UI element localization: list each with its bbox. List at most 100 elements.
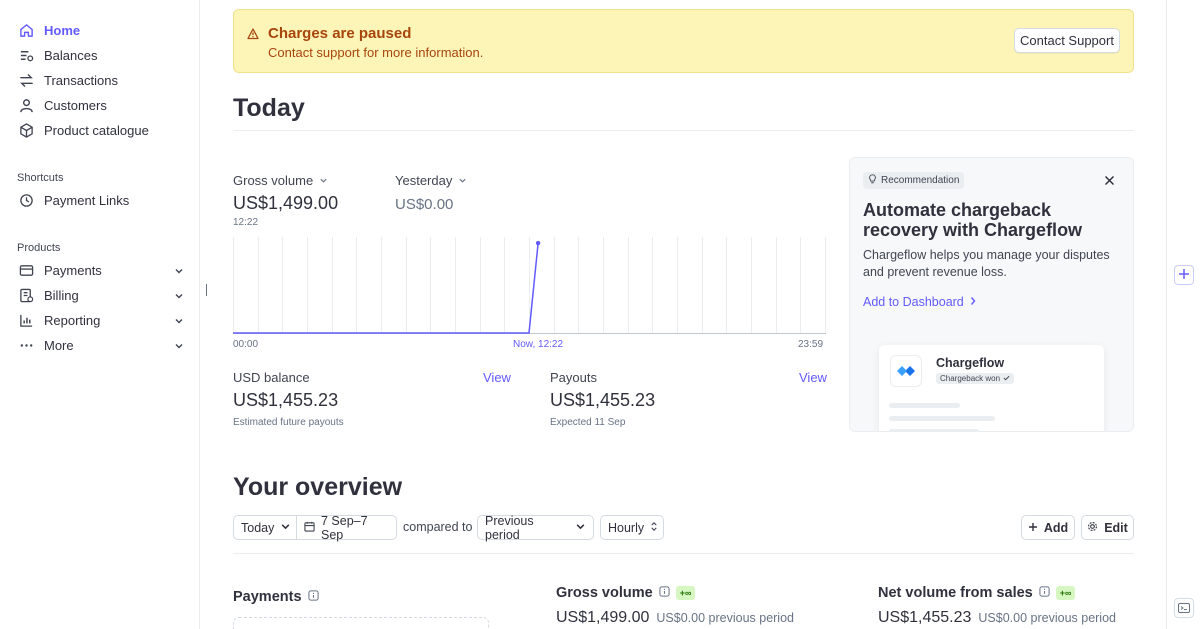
sidebar-item-label: More: [44, 337, 74, 353]
warning-icon: [247, 28, 259, 43]
sidebar-item-reporting[interactable]: Reporting: [18, 310, 184, 330]
chargeflow-logo-icon: [890, 355, 922, 387]
sidebar-item-billing[interactable]: Billing: [18, 285, 184, 305]
gear-icon: [1087, 521, 1098, 535]
terminal-icon: [1178, 601, 1190, 616]
comparison-label: Previous period: [485, 513, 534, 542]
chevron-down-icon: [575, 521, 586, 535]
edit-button[interactable]: Edit: [1081, 515, 1134, 540]
payouts-label: Payouts: [550, 370, 597, 385]
chargeflow-preview: Chargeflow Chargeback won: [879, 345, 1104, 431]
chevron-down-icon: [280, 521, 291, 535]
gross-volume-selector[interactable]: Gross volume: [233, 173, 328, 188]
compare-period-selector[interactable]: Yesterday: [395, 173, 467, 188]
recommendation-description: Chargeflow helps you manage your dispute…: [863, 248, 1110, 279]
add-to-dashboard-label: Add to Dashboard: [863, 295, 964, 309]
charges-paused-banner: Charges are paused Contact support for m…: [233, 9, 1134, 73]
plus-icon: [1028, 521, 1038, 535]
home-icon: [18, 22, 34, 38]
plus-icon: [1178, 268, 1190, 283]
net-volume-total: US$1,455.23: [878, 609, 972, 626]
chevron-down-icon[interactable]: [174, 339, 184, 354]
sidebar-item-product-catalogue[interactable]: Product catalogue: [18, 120, 184, 140]
chevron-down-icon[interactable]: [174, 314, 184, 329]
check-icon: [1003, 374, 1010, 383]
chevron-down-icon[interactable]: [174, 264, 184, 279]
chevron-down-icon: [458, 173, 467, 188]
interval-select[interactable]: Hourly: [600, 515, 664, 540]
payments-title-label: Payments: [233, 589, 302, 605]
chevron-down-icon[interactable]: [174, 289, 184, 304]
chargeback-won-label: Chargeback won: [940, 374, 1001, 383]
chevron-down-icon: [319, 173, 328, 188]
sort-arrows-icon: [650, 521, 658, 535]
banner-title: Charges are paused: [268, 25, 412, 42]
gross-volume-chart[interactable]: [233, 230, 826, 336]
range-select[interactable]: Today: [233, 515, 297, 540]
sidebar: Home Balances Transactions Customers Pro…: [0, 0, 200, 629]
more-icon: [18, 337, 34, 353]
payment-links-icon: [18, 192, 34, 208]
sidebar-item-transactions[interactable]: Transactions: [18, 70, 184, 90]
info-icon[interactable]: [1039, 585, 1050, 601]
chart-current-point: [535, 240, 541, 246]
add-widget-button[interactable]: [1174, 265, 1194, 285]
net-previous-period: US$0.00 previous period: [978, 611, 1116, 625]
info-icon[interactable]: [659, 585, 670, 601]
customers-icon: [18, 97, 34, 113]
sidebar-item-label: Product catalogue: [44, 122, 149, 138]
usd-balance-value: US$1,455.23: [233, 390, 339, 410]
comparison-select[interactable]: Previous period: [477, 513, 594, 542]
net-volume-section-title: Net volume from sales +∞: [878, 585, 1076, 601]
divider: [233, 553, 1134, 554]
payouts-value: US$1,455.23: [550, 390, 656, 410]
sidebar-resize-handle[interactable]: [206, 284, 207, 296]
right-panel-divider: [1166, 0, 1167, 629]
add-label: Add: [1043, 520, 1069, 535]
sidebar-item-label: Balances: [44, 47, 98, 63]
gross-volume-value: US$1,499.00: [233, 193, 339, 213]
add-button[interactable]: Add: [1021, 515, 1075, 540]
date-range-label: 7 Sep–7 Sep: [321, 513, 368, 542]
placeholder-bar: [889, 403, 960, 408]
sidebar-item-label: Billing: [44, 287, 79, 303]
chargeback-won-badge: Chargeback won: [936, 373, 1015, 384]
sidebar-item-label: Payment Links: [44, 192, 130, 208]
contact-support-button[interactable]: Contact Support: [1014, 28, 1120, 53]
payouts-note: Expected 11 Sep: [550, 417, 626, 428]
add-to-dashboard-link[interactable]: Add to Dashboard: [863, 295, 977, 309]
sidebar-item-balances[interactable]: Balances: [18, 45, 184, 65]
close-icon[interactable]: [1104, 174, 1115, 189]
sidebar-item-home[interactable]: Home: [18, 20, 184, 40]
chevron-right-icon: [969, 295, 977, 309]
placeholder-bar: [889, 416, 995, 421]
chargeflow-name: Chargeflow: [936, 356, 1005, 370]
overview-heading: Your overview: [233, 473, 403, 501]
reporting-icon: [18, 312, 34, 328]
sidebar-item-label: Reporting: [44, 312, 101, 328]
products-heading: Products: [17, 242, 61, 254]
terminal-button[interactable]: [1174, 598, 1194, 618]
banner-subtitle: Contact support for more information.: [268, 45, 484, 60]
payouts-view-link[interactable]: View: [799, 370, 827, 385]
payments-section-title: Payments: [233, 589, 319, 605]
sidebar-item-payment-links[interactable]: Payment Links: [18, 190, 184, 210]
sidebar-item-payments[interactable]: Payments: [18, 260, 184, 280]
usd-balance-note: Estimated future payouts: [233, 417, 344, 428]
date-range-picker[interactable]: 7 Sep–7 Sep: [296, 513, 397, 542]
usd-balance-view-link[interactable]: View: [483, 370, 511, 385]
placeholder-bar: [889, 429, 979, 431]
sidebar-item-customers[interactable]: Customers: [18, 95, 184, 115]
chart-start-label: 00:00: [233, 339, 259, 350]
product-catalogue-icon: [18, 122, 34, 138]
compare-value: US$0.00: [395, 196, 454, 213]
info-icon[interactable]: [307, 589, 319, 605]
net-title-label: Net volume from sales: [878, 585, 1033, 601]
net-delta-badge: +∞: [1055, 586, 1076, 600]
net-volume-summary: US$1,455.23 US$0.00 previous period: [878, 609, 1116, 627]
sidebar-item-more[interactable]: More: [18, 335, 184, 355]
chart-now-label: Now, 12:22: [513, 339, 564, 350]
balances-icon: [18, 47, 34, 63]
recommendation-tag: Recommendation: [863, 172, 965, 189]
gross-delta-badge: +∞: [675, 586, 696, 600]
